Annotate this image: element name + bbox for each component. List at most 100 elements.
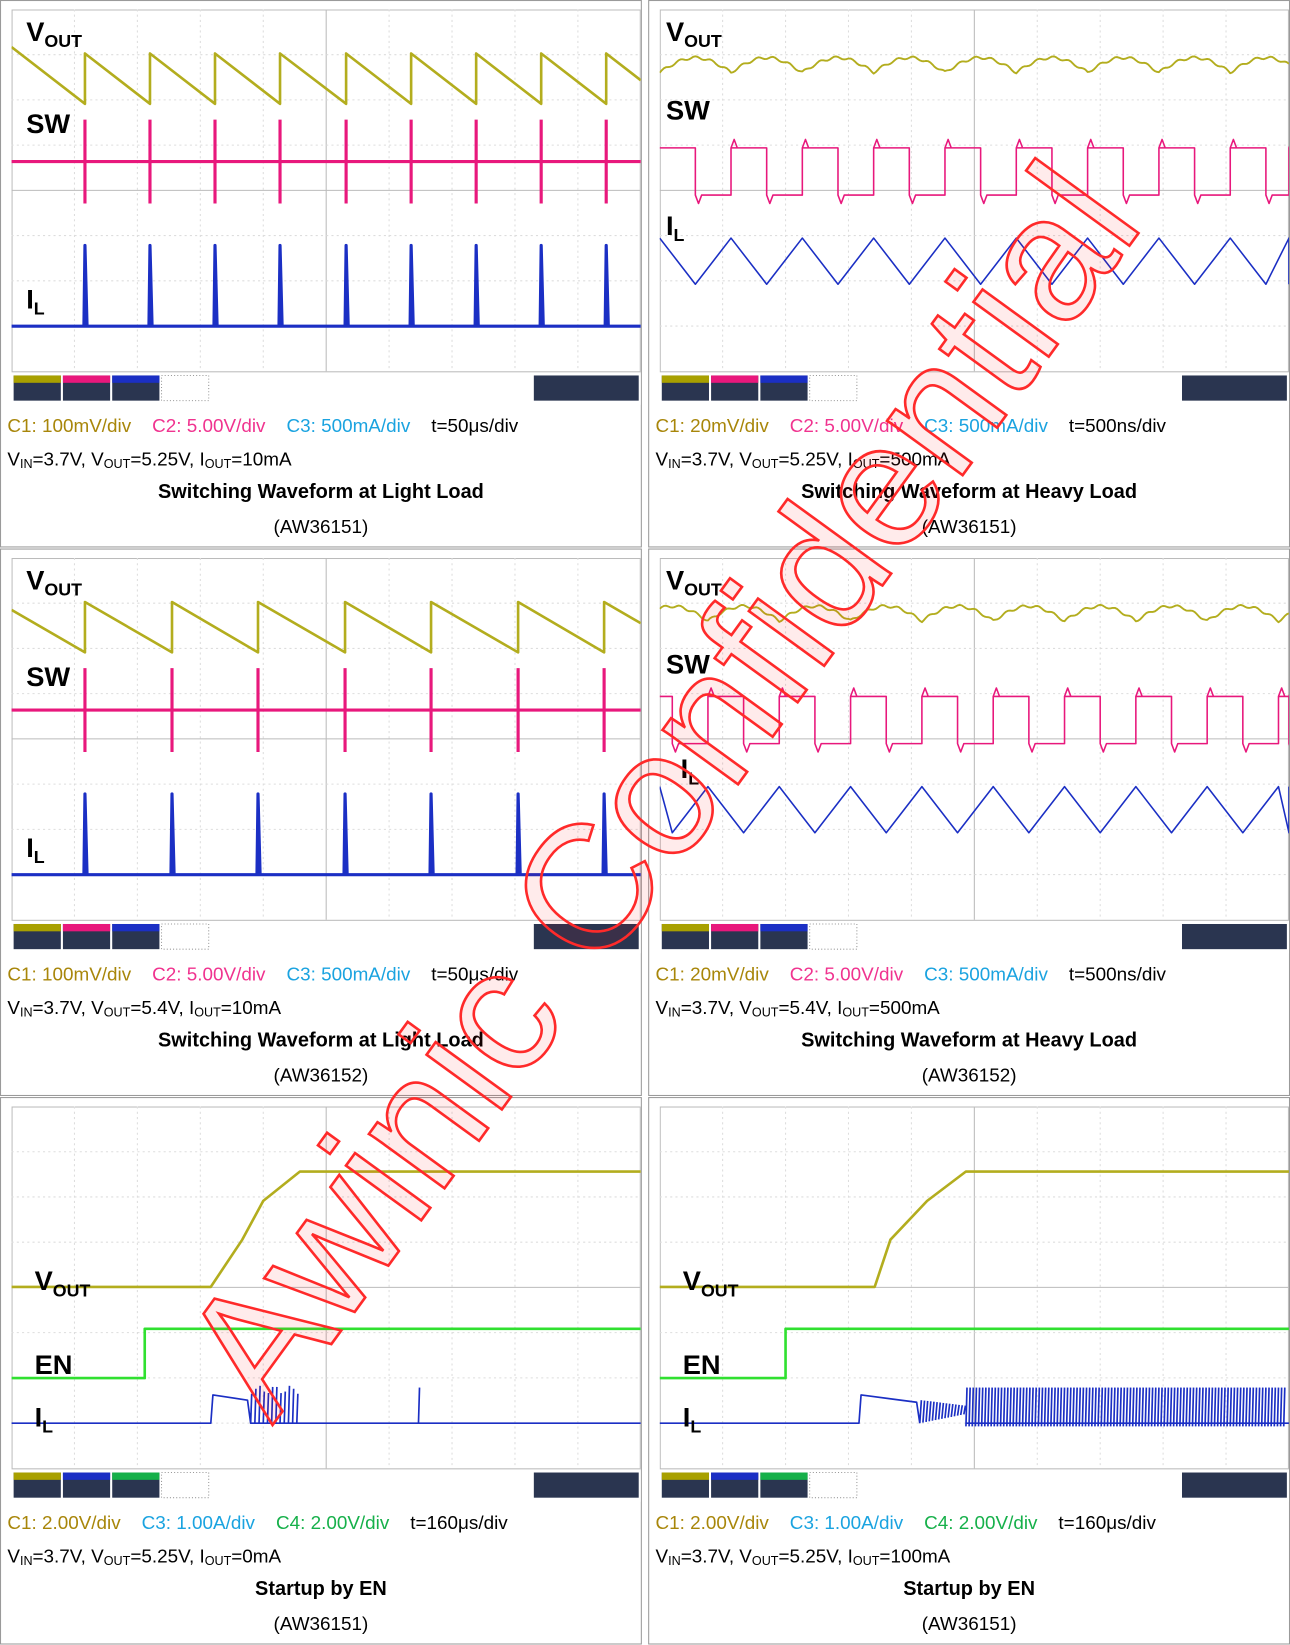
condition-text: =3.7V, V (33, 449, 104, 470)
channel-scale: C3: 1.00A/div (142, 1512, 255, 1533)
channel-scale: C3: 500mA/div (286, 964, 410, 985)
subscript: OUT (104, 456, 131, 471)
condition-text: =10mA (221, 997, 281, 1018)
trace-label-sub: OUT (53, 1280, 91, 1300)
timebase-box (534, 1473, 639, 1498)
timebase: t=500ns/div (1069, 415, 1166, 436)
subscript: IN (20, 1005, 33, 1020)
timebase-box (1182, 924, 1287, 949)
trace-label-sub: OUT (684, 580, 722, 600)
subscript: OUT (853, 1553, 880, 1568)
scale-settings: C1: 2.00V/divC3: 1.00A/divC4: 2.00V/divt… (656, 1510, 1283, 1535)
channel-tag (760, 375, 807, 382)
channel-scale: C4: 2.00V/div (924, 1512, 1037, 1533)
test-conditions: VIN=3.7V, VOUT=5.25V, IOUT=10mA (7, 447, 634, 476)
trace-label: EN (683, 1349, 721, 1380)
condition-text: =3.7V, V (681, 449, 752, 470)
timebase: t=160μs/div (1058, 1512, 1155, 1533)
channel-scale: C1: 20mV/div (656, 415, 769, 436)
trace-label: SW (666, 95, 710, 126)
figure-title: Startup by EN (656, 1577, 1283, 1602)
subscript: IN (668, 1553, 681, 1568)
trace-label-main: V (35, 1265, 53, 1296)
condition-text: =5.25V, I (130, 449, 204, 470)
trace-label: EN (35, 1349, 73, 1380)
part-number: (AW36151) (7, 1611, 634, 1636)
trace-label-main: I (681, 753, 689, 784)
channel-tag (760, 1473, 807, 1480)
part-number: (AW36151) (7, 514, 634, 539)
subscript: IN (20, 1553, 33, 1568)
timebase: t=500ns/div (1069, 964, 1166, 985)
condition-text: V (7, 449, 20, 470)
subscript: OUT (752, 456, 779, 471)
trace-label-main: V (666, 16, 684, 47)
subscript: OUT (104, 1005, 131, 1020)
trace-label-main: EN (35, 1349, 73, 1380)
timebase-box (534, 375, 639, 400)
timebase: t=50μs/div (431, 415, 518, 436)
trace-label-sub: L (34, 299, 45, 319)
timebase-box (1182, 375, 1287, 400)
trace-label-main: I (26, 832, 34, 863)
subscript: OUT (752, 1553, 779, 1568)
scale-settings: C1: 100mV/divC2: 5.00V/divC3: 500mA/divt… (7, 962, 634, 987)
channel-scale: C4: 2.00V/div (276, 1512, 389, 1533)
condition-text: V (656, 449, 669, 470)
timebase-box (1182, 1473, 1287, 1498)
trace-label-sub: OUT (44, 580, 82, 600)
trace-label-main: I (683, 1401, 691, 1432)
channel-scale: C3: 500mA/div (924, 964, 1048, 985)
trace-label-sub: L (690, 1417, 701, 1437)
figure-title: Switching Waveform at Heavy Load (656, 480, 1283, 505)
channel-tag (711, 375, 758, 382)
channel-scale: C2: 5.00V/div (790, 415, 903, 436)
condition-text: =3.7V, V (33, 1546, 104, 1567)
part-number: (AW36151) (656, 514, 1283, 539)
trace-label-main: V (666, 564, 684, 595)
channel-scale: C1: 2.00V/div (7, 1512, 120, 1533)
subscript: OUT (194, 1005, 221, 1020)
subscript: OUT (104, 1553, 131, 1568)
trace-label-main: I (35, 1401, 43, 1432)
figure-title: Switching Waveform at Heavy Load (656, 1029, 1283, 1054)
channel-tag (14, 375, 61, 382)
trace-label-sub: L (688, 769, 699, 789)
figure-title: Startup by EN (7, 1577, 634, 1602)
subscript: IN (668, 456, 681, 471)
trace-label-sub: OUT (684, 31, 722, 51)
channel-tag (662, 924, 709, 931)
condition-text: =5.25V, I (130, 1546, 204, 1567)
condition-text: =3.7V, V (681, 1546, 752, 1567)
channel-scale: C1: 2.00V/div (656, 1512, 769, 1533)
channel-scale: C2: 5.00V/div (790, 964, 903, 985)
part-number: (AW36152) (656, 1062, 1283, 1087)
part-number: (AW36152) (7, 1062, 634, 1087)
channel-scale: C1: 100mV/div (7, 415, 131, 436)
trace-label-main: EN (683, 1349, 721, 1380)
channel-tag (711, 1473, 758, 1480)
channel-tag (112, 375, 159, 382)
condition-text: =3.7V, V (681, 997, 752, 1018)
subscript: IN (668, 1005, 681, 1020)
test-conditions: VIN=3.7V, VOUT=5.4V, IOUT=10mA (7, 995, 634, 1024)
channel-scale: C1: 100mV/div (7, 964, 131, 985)
trace-label-main: V (26, 564, 44, 595)
condition-text: =0mA (231, 1546, 281, 1567)
channel-tag (662, 375, 709, 382)
channel-tag (63, 1473, 110, 1480)
condition-text: =5.25V, I (778, 1546, 852, 1567)
condition-text: =500mA (879, 449, 950, 470)
figure-title: Switching Waveform at Light Load (7, 480, 634, 505)
test-conditions: VIN=3.7V, VOUT=5.4V, IOUT=500mA (656, 995, 1283, 1024)
